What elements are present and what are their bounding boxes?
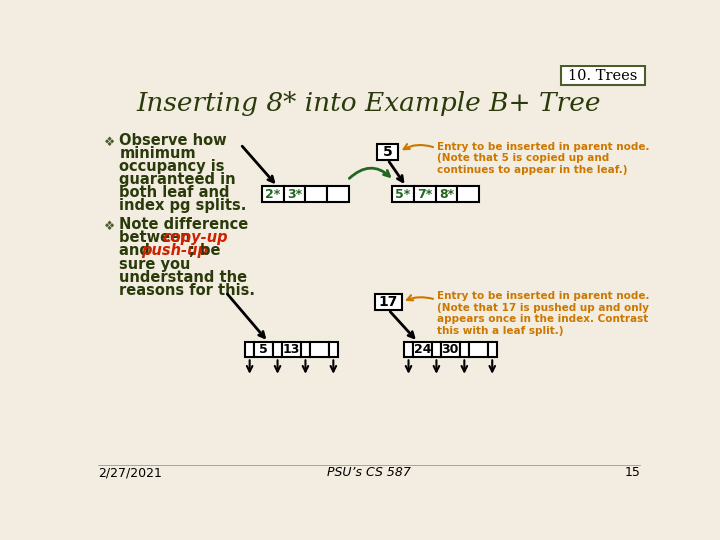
Text: 10. Trees: 10. Trees: [568, 69, 638, 83]
Text: guaranteed in: guaranteed in: [120, 172, 236, 187]
Text: index pg splits.: index pg splits.: [120, 198, 247, 213]
Bar: [310, 342, 329, 357]
Text: occupancy is: occupancy is: [120, 159, 225, 174]
Text: Entry to be inserted in parent node.
(Note that 17 is pushed up and only
appears: Entry to be inserted in parent node. (No…: [437, 291, 649, 336]
Text: ❖: ❖: [104, 136, 115, 148]
Bar: [245, 342, 254, 357]
Text: Observe how: Observe how: [120, 132, 227, 147]
Bar: [392, 186, 414, 202]
Text: PSU’s CS 587: PSU’s CS 587: [327, 467, 411, 480]
Text: 17: 17: [379, 295, 398, 309]
Text: 5*: 5*: [395, 188, 410, 201]
Text: ; be: ; be: [189, 244, 221, 259]
Bar: [282, 342, 301, 357]
Text: Inserting 8* into Example B+ Tree: Inserting 8* into Example B+ Tree: [137, 91, 601, 116]
Text: minimum: minimum: [120, 146, 196, 161]
Bar: [487, 342, 497, 357]
Text: 30: 30: [441, 343, 459, 356]
Bar: [284, 186, 305, 202]
Text: 7*: 7*: [417, 188, 433, 201]
Bar: [414, 186, 436, 202]
Bar: [301, 342, 310, 357]
Bar: [404, 342, 413, 357]
Bar: [327, 186, 349, 202]
Text: both leaf and: both leaf and: [120, 185, 230, 200]
Text: Note difference: Note difference: [120, 217, 248, 232]
Bar: [375, 294, 402, 309]
Text: ❖: ❖: [104, 220, 115, 233]
Bar: [262, 186, 284, 202]
Text: 24: 24: [414, 343, 431, 356]
Text: reasons for this.: reasons for this.: [120, 283, 256, 298]
Text: push-up: push-up: [141, 244, 208, 259]
Bar: [469, 342, 487, 357]
Bar: [329, 342, 338, 357]
FancyBboxPatch shape: [561, 66, 645, 85]
Text: 2*: 2*: [265, 188, 281, 201]
Text: sure you: sure you: [120, 256, 191, 272]
Text: 8*: 8*: [439, 188, 454, 201]
Text: 3*: 3*: [287, 188, 302, 201]
Bar: [377, 144, 398, 159]
Bar: [305, 186, 327, 202]
Bar: [432, 342, 441, 357]
Text: and: and: [120, 244, 156, 259]
Bar: [436, 186, 457, 202]
Text: copy-up: copy-up: [162, 231, 228, 245]
Text: 2/27/2021: 2/27/2021: [98, 467, 161, 480]
Text: 5: 5: [259, 343, 268, 356]
Text: understand the: understand the: [120, 269, 248, 285]
Bar: [413, 342, 432, 357]
Text: 13: 13: [283, 343, 300, 356]
Text: 15: 15: [624, 467, 640, 480]
Bar: [457, 186, 479, 202]
Bar: [459, 342, 469, 357]
Text: 5: 5: [383, 145, 392, 159]
Bar: [273, 342, 282, 357]
Bar: [254, 342, 273, 357]
Bar: [441, 342, 459, 357]
Text: between: between: [120, 231, 196, 245]
Text: Entry to be inserted in parent node.
(Note that 5 is copied up and
continues to : Entry to be inserted in parent node. (No…: [437, 142, 649, 175]
